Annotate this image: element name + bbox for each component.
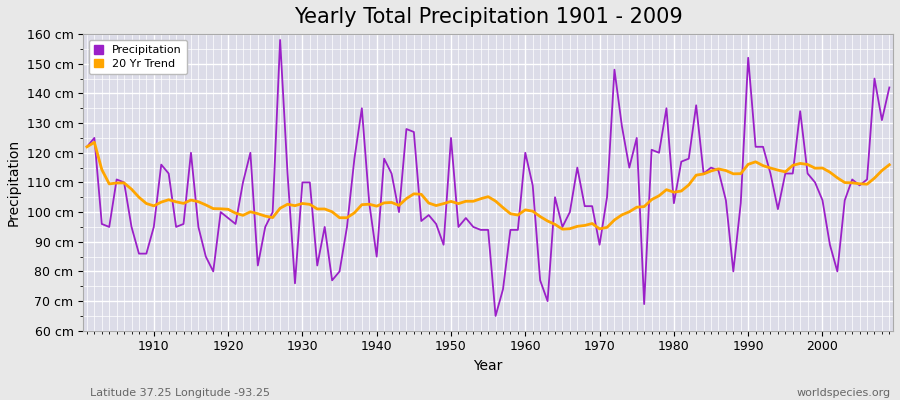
Text: worldspecies.org: worldspecies.org bbox=[796, 388, 891, 398]
X-axis label: Year: Year bbox=[473, 359, 503, 373]
Y-axis label: Precipitation: Precipitation bbox=[7, 139, 21, 226]
Title: Yearly Total Precipitation 1901 - 2009: Yearly Total Precipitation 1901 - 2009 bbox=[293, 7, 682, 27]
Legend: Precipitation, 20 Yr Trend: Precipitation, 20 Yr Trend bbox=[89, 40, 187, 74]
Text: Latitude 37.25 Longitude -93.25: Latitude 37.25 Longitude -93.25 bbox=[90, 388, 270, 398]
